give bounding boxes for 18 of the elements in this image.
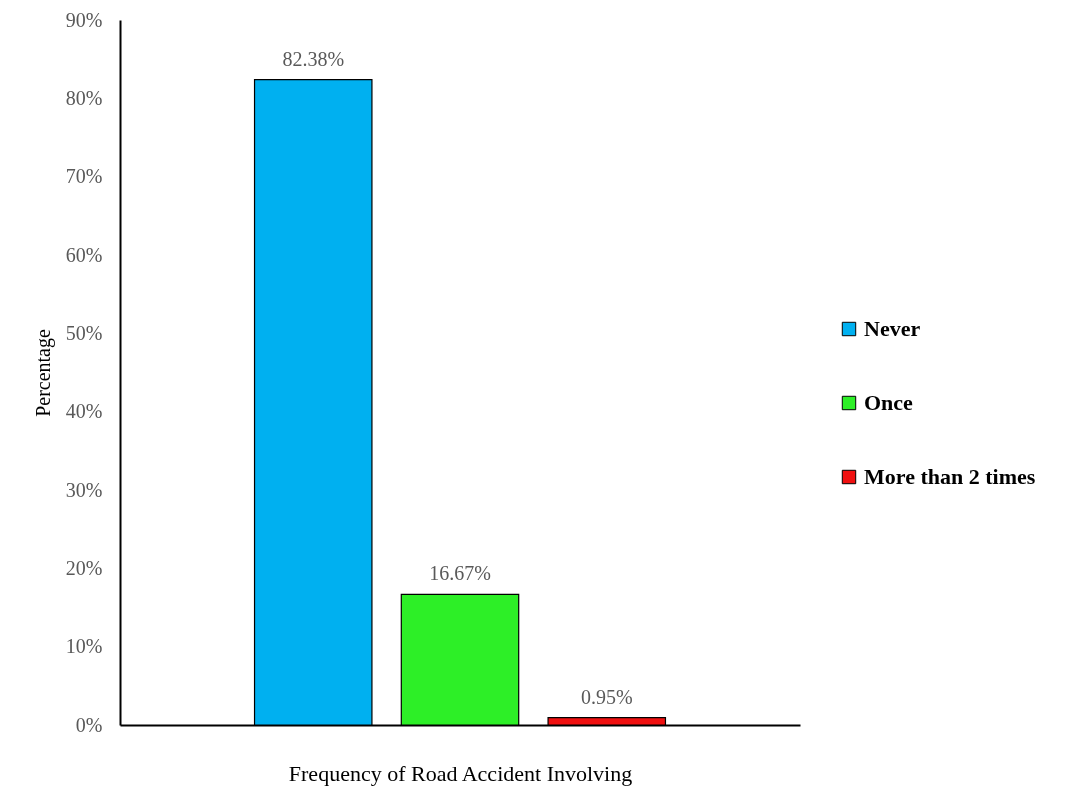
y-tick-label: 90% (65, 8, 103, 31)
y-tick-label: 30% (65, 478, 103, 501)
data-label: 0.95% (580, 685, 633, 708)
y-tick-label: 40% (65, 400, 103, 423)
y-tick-label: 50% (65, 321, 103, 344)
y-tick-label: 80% (65, 86, 103, 109)
legend-label: Once (864, 390, 914, 415)
y-tick-label: 20% (65, 556, 103, 579)
x-axis-title: Frequency of Road Accident Involving (288, 760, 633, 786)
y-tick-label: 0% (75, 713, 103, 736)
legend-label: Never (864, 316, 921, 341)
legend-label: More than 2 times (864, 464, 1036, 489)
y-tick-label: 60% (65, 243, 103, 266)
y-tick-label: 70% (65, 165, 103, 188)
y-tick-label: 10% (65, 635, 103, 658)
y-axis-title: Percentage (31, 329, 55, 417)
data-label: 82.38% (282, 47, 345, 70)
data-label: 16.67% (429, 562, 491, 585)
